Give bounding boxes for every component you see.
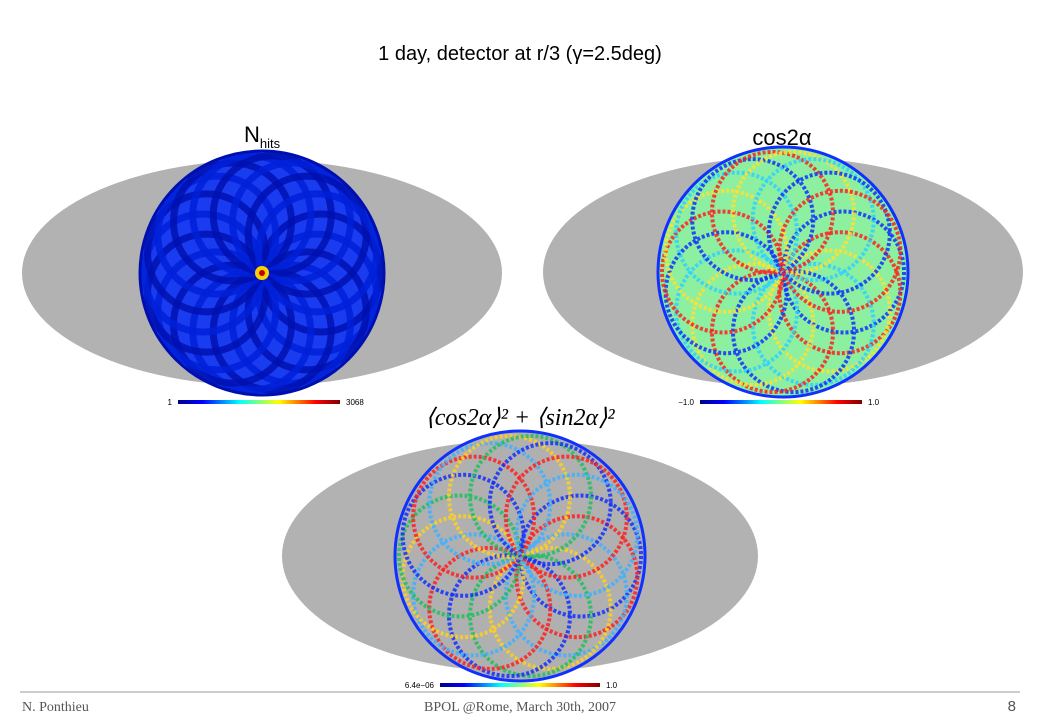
scan-ring: [229, 159, 354, 285]
scan-ring: [427, 545, 553, 671]
scan-ring: [468, 433, 594, 559]
scan-ring: [674, 170, 800, 296]
scan-ring: [503, 454, 629, 580]
colorbar: [700, 400, 862, 404]
scan-ring: [154, 172, 280, 298]
scan-ring: [690, 157, 816, 283]
disk-edge: [138, 149, 386, 397]
scan-ring: [709, 269, 835, 395]
scan-ring: [690, 261, 816, 387]
scan-ring: [446, 433, 572, 559]
pole: [259, 270, 265, 276]
scan-ring: [514, 472, 640, 598]
disk-edge: [393, 429, 647, 683]
sky-map: −1.0 1.0: [543, 145, 1023, 407]
map-label: ⟨cos2α⟩² + ⟨sin2α⟩²: [425, 405, 615, 431]
scan-ring: [411, 454, 537, 580]
scan-ring: [709, 149, 835, 275]
scan-ring: [254, 190, 380, 316]
slide-title: 1 day, detector at r/3 (γ=2.5deg): [378, 43, 662, 65]
scan-ring: [766, 170, 892, 296]
scan-ring: [244, 172, 370, 298]
footer-author: N. Ponthieu: [22, 700, 89, 715]
colorbar: [178, 400, 340, 404]
scan-ring: [487, 545, 613, 671]
scan-ring: [731, 269, 857, 395]
colorbar: [440, 683, 600, 687]
scan-ring: [781, 209, 906, 335]
scan-ring: [487, 441, 613, 567]
label-sub: hits: [260, 136, 281, 151]
scan-ring: [674, 248, 800, 374]
maps: 1 3068 −1.0 1.0 6.4e−06 1.0: [22, 145, 1023, 690]
scan-ring: [731, 149, 857, 275]
colorbar-max: 3068: [346, 398, 364, 407]
scan-ring: [400, 472, 526, 598]
scan-ring: [446, 553, 572, 679]
colorbar-min: 6.4e−06: [405, 681, 435, 690]
colorbar-max: 1.0: [868, 398, 880, 407]
scan-ring: [427, 441, 553, 567]
colorbar-min: 1: [168, 398, 173, 407]
sky-map: 1 3068: [22, 149, 502, 407]
scan-ring: [766, 248, 892, 374]
scan-ring: [518, 493, 643, 619]
map-label: Nhits: [244, 122, 281, 151]
scan-ring: [400, 514, 526, 640]
scan-ring: [663, 230, 789, 356]
sky-map: 6.4e−06 1.0: [282, 429, 758, 690]
scan-ring: [209, 152, 335, 278]
scan-ring: [503, 532, 629, 658]
scan-ring: [170, 159, 295, 285]
scan-ring: [411, 532, 537, 658]
scan-ring: [144, 190, 270, 316]
colorbar-min: −1.0: [678, 398, 694, 407]
scan-ring: [750, 261, 876, 387]
scan-ring: [750, 157, 876, 283]
footer-event: BPOL @Rome, March 30th, 2007: [424, 700, 616, 715]
footer-page: 8: [1008, 698, 1016, 715]
scan-ring: [468, 553, 594, 679]
disk-edge: [656, 145, 910, 399]
label-main: N: [244, 122, 260, 147]
scan-ring: [514, 514, 640, 640]
scan-ring: [777, 230, 903, 356]
colorbar-max: 1.0: [606, 681, 618, 690]
